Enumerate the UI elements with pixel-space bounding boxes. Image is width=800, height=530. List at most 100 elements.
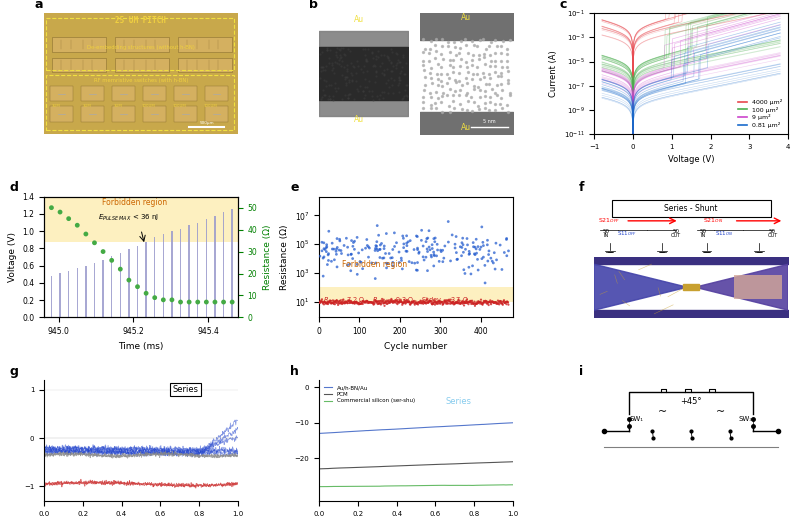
Point — [427, 234, 440, 243]
Point — [347, 298, 360, 307]
Point — [330, 245, 343, 253]
Point — [366, 298, 378, 307]
Point — [465, 300, 478, 308]
Point — [200, 298, 213, 306]
Point — [378, 298, 391, 306]
Point — [382, 249, 395, 258]
Point — [462, 298, 474, 306]
Point — [334, 298, 347, 307]
Point — [330, 296, 343, 305]
Text: g: g — [9, 365, 18, 378]
Point — [486, 298, 499, 306]
Point — [97, 248, 110, 256]
Point — [380, 296, 393, 305]
Bar — [128, 249, 130, 317]
Point — [481, 299, 494, 308]
Point — [482, 298, 495, 306]
Point — [347, 238, 360, 247]
Point — [413, 298, 426, 307]
Point — [340, 298, 353, 306]
Point — [498, 298, 510, 307]
Point — [345, 250, 358, 258]
Point — [434, 297, 447, 306]
Point — [350, 299, 363, 307]
Bar — [112, 86, 135, 101]
Point — [318, 238, 330, 247]
Point — [483, 298, 496, 306]
Point — [427, 299, 440, 308]
Commercial silicon (ser-shu) — [430, 482, 440, 489]
Point — [451, 297, 464, 306]
Point — [354, 299, 366, 308]
Point — [483, 298, 496, 306]
Point — [438, 254, 450, 262]
Point — [430, 299, 442, 307]
Point — [122, 276, 135, 284]
Point — [327, 299, 340, 307]
Point — [485, 297, 498, 306]
Point — [437, 258, 450, 266]
Point — [500, 298, 513, 306]
Point — [318, 298, 331, 306]
Commercial silicon (ser-shu) — [408, 483, 418, 489]
Point — [438, 297, 451, 306]
Point — [346, 254, 359, 263]
Point — [370, 297, 382, 306]
Point — [326, 245, 338, 253]
Point — [425, 251, 438, 260]
Point — [344, 298, 357, 307]
Point — [494, 297, 506, 305]
Point — [467, 299, 480, 307]
Point — [54, 208, 66, 216]
Point — [428, 296, 441, 305]
Point — [417, 298, 430, 307]
Point — [495, 298, 508, 307]
Point — [469, 302, 482, 310]
Point — [412, 298, 425, 307]
Point — [452, 296, 465, 304]
Point — [422, 298, 435, 307]
Point — [433, 299, 446, 307]
Bar — [206, 219, 207, 317]
Point — [410, 266, 422, 275]
Point — [422, 234, 434, 242]
Point — [492, 297, 505, 306]
Point — [482, 257, 494, 266]
Point — [455, 238, 468, 247]
Point — [330, 234, 343, 243]
Point — [361, 297, 374, 305]
Point — [453, 296, 466, 305]
Point — [378, 299, 390, 307]
Point — [494, 299, 507, 307]
Point — [459, 299, 472, 307]
Point — [457, 248, 470, 257]
Point — [345, 298, 358, 307]
Point — [425, 253, 438, 261]
Point — [401, 247, 414, 255]
Point — [366, 298, 379, 307]
Point — [407, 297, 420, 305]
Point — [364, 298, 377, 307]
Point — [338, 299, 351, 307]
Text: OUT: OUT — [670, 233, 681, 237]
Point — [487, 299, 500, 307]
Point — [350, 298, 362, 306]
Point — [342, 251, 354, 259]
Point — [437, 299, 450, 308]
Point — [409, 299, 422, 307]
Point — [217, 298, 230, 306]
Point — [494, 297, 507, 305]
Point — [395, 298, 408, 306]
Point — [356, 264, 369, 273]
Point — [470, 300, 482, 308]
Point — [374, 245, 386, 253]
Text: 3UM: 3UM — [82, 104, 91, 109]
Point — [466, 238, 479, 247]
Point — [397, 299, 410, 307]
Point — [384, 297, 397, 306]
Point — [472, 242, 485, 251]
Point — [423, 245, 436, 254]
Point — [412, 300, 425, 308]
Point — [415, 226, 428, 235]
Point — [387, 297, 400, 306]
